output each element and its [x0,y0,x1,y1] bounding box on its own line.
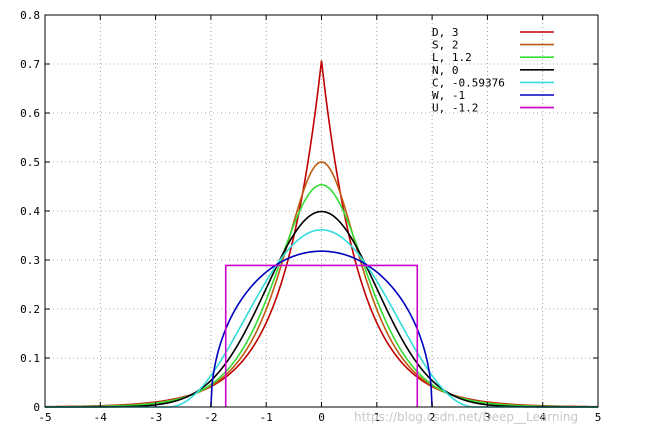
curve-l [44,184,599,408]
y-tick-label: 0.1 [20,352,40,365]
x-tick-label: 1 [373,411,380,424]
y-tick-label: 0.5 [20,156,40,169]
curve-w [210,250,433,408]
x-tick-label: 0 [318,411,325,424]
ticks: -5 -4 -3 -2 -1 0 1 2 3 4 5 0 0.1 0.2 0.3 0.4 0.5 0.6 0.7 0.… [20,9,601,424]
y-tick-label: 0.8 [20,9,40,22]
x-tick-label: -1 [260,411,273,424]
x-tick-label: -3 [149,411,162,424]
legend-label: N, 0 [432,64,459,77]
x-tick-label: -4 [94,411,108,424]
watermark: https://blog.csdn.net/Deep__Learning [354,410,578,424]
x-tick-label: -5 [38,411,51,424]
y-tick-label: 0.3 [20,254,40,267]
y-tick-label: 0 [33,401,40,414]
legend-label: L, 1.2 [432,51,472,64]
y-tick-label: 0.6 [20,107,40,120]
x-tick-label: 4 [539,411,546,424]
x-tick-label: 5 [595,411,602,424]
legend-label: S, 2 [432,39,459,52]
y-tick-label: 0.2 [20,303,40,316]
x-tick-label: 2 [429,411,436,424]
y-tick-label: 0.4 [20,205,40,218]
grid [45,15,598,407]
legend-label: U, -1.2 [432,102,478,115]
curve-u [224,264,419,407]
legend-label: W, -1 [432,89,465,102]
legend-label: C, -0.59376 [432,76,505,89]
legend-label: D, 3 [432,26,459,39]
x-tick-label: -2 [204,411,217,424]
x-tick-label: 3 [484,411,491,424]
y-tick-label: 0.7 [20,58,40,71]
